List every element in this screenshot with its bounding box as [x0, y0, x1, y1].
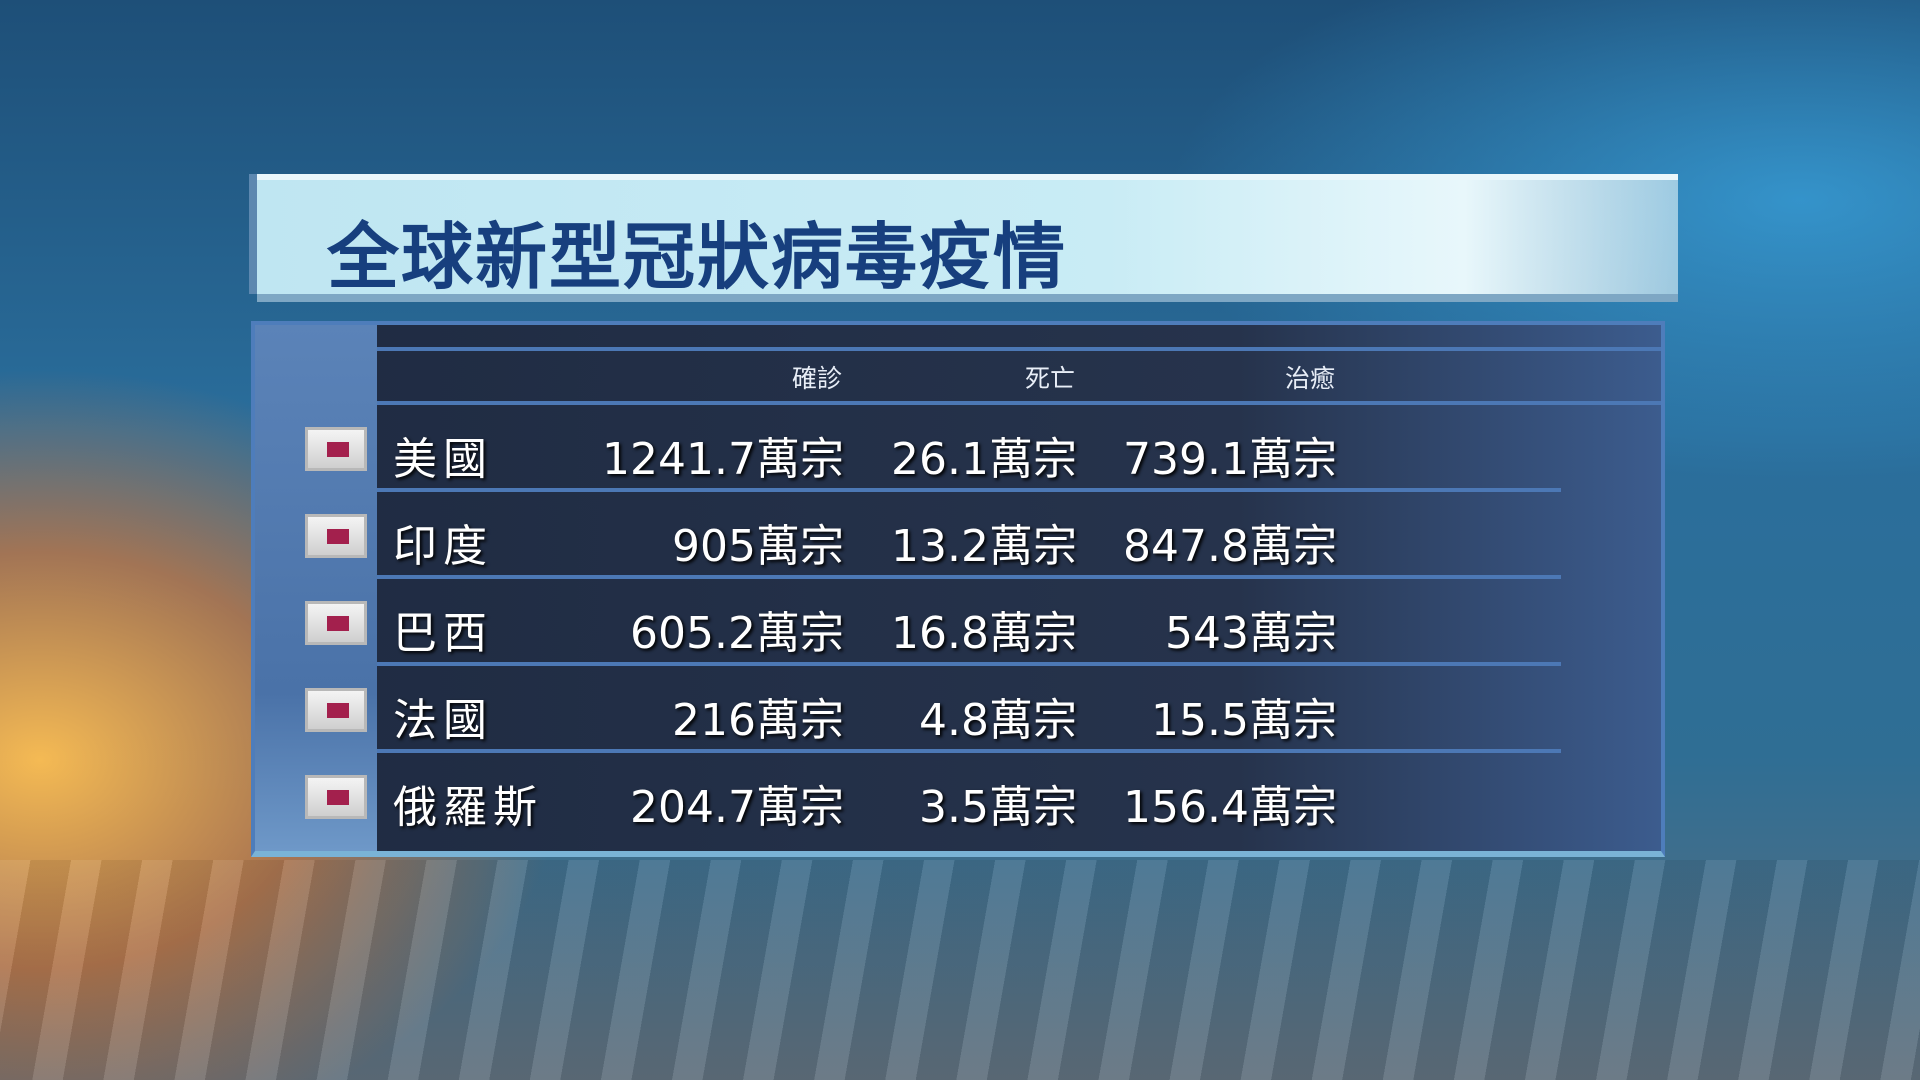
- flag-icon: [305, 514, 367, 558]
- confirmed-value: 605.2萬宗: [630, 608, 844, 659]
- table-row: 巴西 605.2萬宗 16.8萬宗 543萬宗: [255, 579, 1661, 666]
- deaths-value: 4.8萬宗: [919, 695, 1077, 746]
- country-name: 印度: [393, 521, 493, 572]
- recovered-value: 543萬宗: [1165, 608, 1337, 659]
- table-row: 美國 1241.7萬宗 26.1萬宗 739.1萬宗: [255, 405, 1661, 492]
- deaths-value: 26.1萬宗: [891, 434, 1077, 485]
- country-name: 法國: [393, 695, 493, 746]
- header-confirmed: 確診: [791, 364, 842, 393]
- divider: [377, 749, 1561, 753]
- divider: [377, 488, 1561, 492]
- country-name: 俄羅斯: [393, 782, 543, 833]
- divider: [377, 347, 1661, 351]
- country-name: 巴西: [393, 608, 493, 659]
- header-deaths: 死亡: [1024, 364, 1075, 393]
- divider: [377, 662, 1561, 666]
- confirmed-value: 905萬宗: [672, 521, 844, 572]
- divider: [377, 401, 1661, 405]
- flag-icon: [305, 427, 367, 471]
- flag-icon: [305, 688, 367, 732]
- recovered-value: 847.8萬宗: [1123, 521, 1337, 572]
- deaths-value: 3.5萬宗: [919, 782, 1077, 833]
- confirmed-value: 216萬宗: [672, 695, 844, 746]
- recovered-value: 15.5萬宗: [1151, 695, 1337, 746]
- recovered-value: 156.4萬宗: [1123, 782, 1337, 833]
- flag-icon: [305, 775, 367, 819]
- recovered-value: 739.1萬宗: [1123, 434, 1337, 485]
- background-floor: [0, 860, 1920, 1080]
- stats-table: 確診 死亡 治癒 美國 1241.7萬宗 26.1萬宗 739.1萬宗 印度 9…: [251, 321, 1665, 857]
- page-title: 全球新型冠狀病毒疫情: [327, 215, 1068, 299]
- header-recovered: 治癒: [1284, 364, 1335, 393]
- table-row: 印度 905萬宗 13.2萬宗 847.8萬宗: [255, 492, 1661, 579]
- divider: [377, 575, 1561, 579]
- table-row: 俄羅斯 204.7萬宗 3.5萬宗 156.4萬宗: [255, 753, 1661, 840]
- table-row: 法國 216萬宗 4.8萬宗 15.5萬宗: [255, 666, 1661, 753]
- deaths-value: 16.8萬宗: [891, 608, 1077, 659]
- country-name: 美國: [393, 434, 493, 485]
- confirmed-value: 204.7萬宗: [630, 782, 844, 833]
- confirmed-value: 1241.7萬宗: [602, 434, 844, 485]
- flag-column: [255, 325, 377, 851]
- deaths-value: 13.2萬宗: [891, 521, 1077, 572]
- flag-icon: [305, 601, 367, 645]
- title-banner: 全球新型冠狀病毒疫情: [257, 174, 1678, 299]
